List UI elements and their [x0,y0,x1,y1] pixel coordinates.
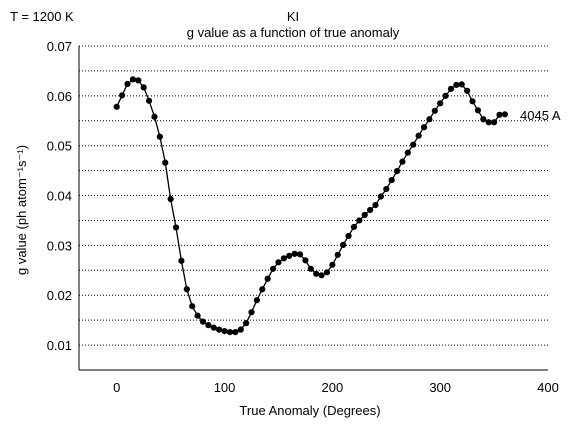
data-point [172,224,180,231]
data-point [388,176,395,184]
data-point [286,252,293,259]
data-point [323,269,331,276]
data-point [140,84,147,91]
data-point [437,100,444,107]
data-point [496,111,503,118]
data-point [119,92,126,99]
data-point [345,232,352,240]
data-point [356,217,363,224]
data-point [135,77,142,84]
data-point [350,223,358,231]
data-point [383,185,390,193]
data-point [205,322,212,329]
y-tick-label: 0.07 [47,39,72,54]
data-point [199,318,207,325]
y-tick-label: 0.04 [47,189,72,204]
data-point [275,259,282,266]
data-point [302,257,309,264]
data-point [399,158,406,165]
data-point [415,132,422,139]
data-point [464,87,471,94]
y-tick-label: 0.03 [47,238,72,253]
data-point [269,265,277,272]
data-point [226,329,234,336]
data-point [167,195,174,203]
data-point [340,241,347,248]
data-point [480,116,487,123]
data-point [156,133,163,140]
x-tick-label: 0 [113,380,120,395]
data-point [431,107,438,114]
y-tick-label: 0.05 [47,139,72,154]
data-point [145,97,153,104]
data-point [151,113,158,120]
data-point [313,270,320,277]
axes [78,46,548,371]
x-tick-label: 100 [214,380,236,395]
data-point [377,193,384,200]
series-label: 4045 A [520,108,561,123]
data-point [474,107,482,114]
data-point [243,320,250,327]
temperature-label: T = 1200 K [10,9,74,24]
data-point [113,103,120,110]
data-point [210,324,217,331]
data-point [216,326,223,333]
tick-labels: 0 100 200 300 400 0.01 0.02 0.03 0.04 0.05 0.06 0.0… [47,39,559,395]
y-tick-label: 0.02 [47,288,72,303]
data-point [259,286,266,293]
data-point [232,329,239,336]
data-point [447,85,455,92]
x-tick-label: 300 [429,380,451,395]
data-point [129,76,137,83]
data-point [307,265,314,272]
chart-title: KI [287,9,299,24]
data-point [248,309,255,316]
data-point [162,159,169,166]
data-point [124,80,131,87]
data-point [237,326,244,333]
data-point [410,141,417,148]
data-point [367,206,374,214]
data-point [178,257,185,264]
grid-lines [79,45,548,346]
data-point [183,286,190,293]
data-point [485,119,492,126]
data-point [420,124,428,131]
data-point [458,81,465,88]
x-axis-label: True Anomaly (Degrees) [239,403,380,418]
data-point [393,168,401,175]
data-point [372,201,379,209]
data-point [253,297,260,304]
data-point [442,92,449,99]
x-tick-label: 400 [537,380,559,395]
data-point [453,81,460,88]
data-point [469,98,476,105]
data-point [189,303,196,310]
data-point [221,328,228,335]
data-point [334,251,341,258]
data-series [113,76,508,336]
data-point [264,275,271,282]
data-point [404,149,411,156]
data-point [194,312,201,319]
data-point [318,272,325,279]
x-tick-label: 200 [322,380,344,395]
data-point [361,211,368,219]
data-point [501,111,508,118]
y-tick-label: 0.06 [47,89,72,104]
data-point [426,116,433,123]
series-line [116,78,505,333]
data-point [296,251,304,258]
y-axis-label: g value (ph atom⁻¹s⁻¹) [14,145,29,275]
data-point [329,261,336,268]
data-point [291,250,298,257]
data-point [490,119,498,126]
data-point [280,255,287,262]
chart-subtitle: g value as a function of true anomaly [187,25,400,40]
y-tick-label: 0.01 [47,338,72,353]
